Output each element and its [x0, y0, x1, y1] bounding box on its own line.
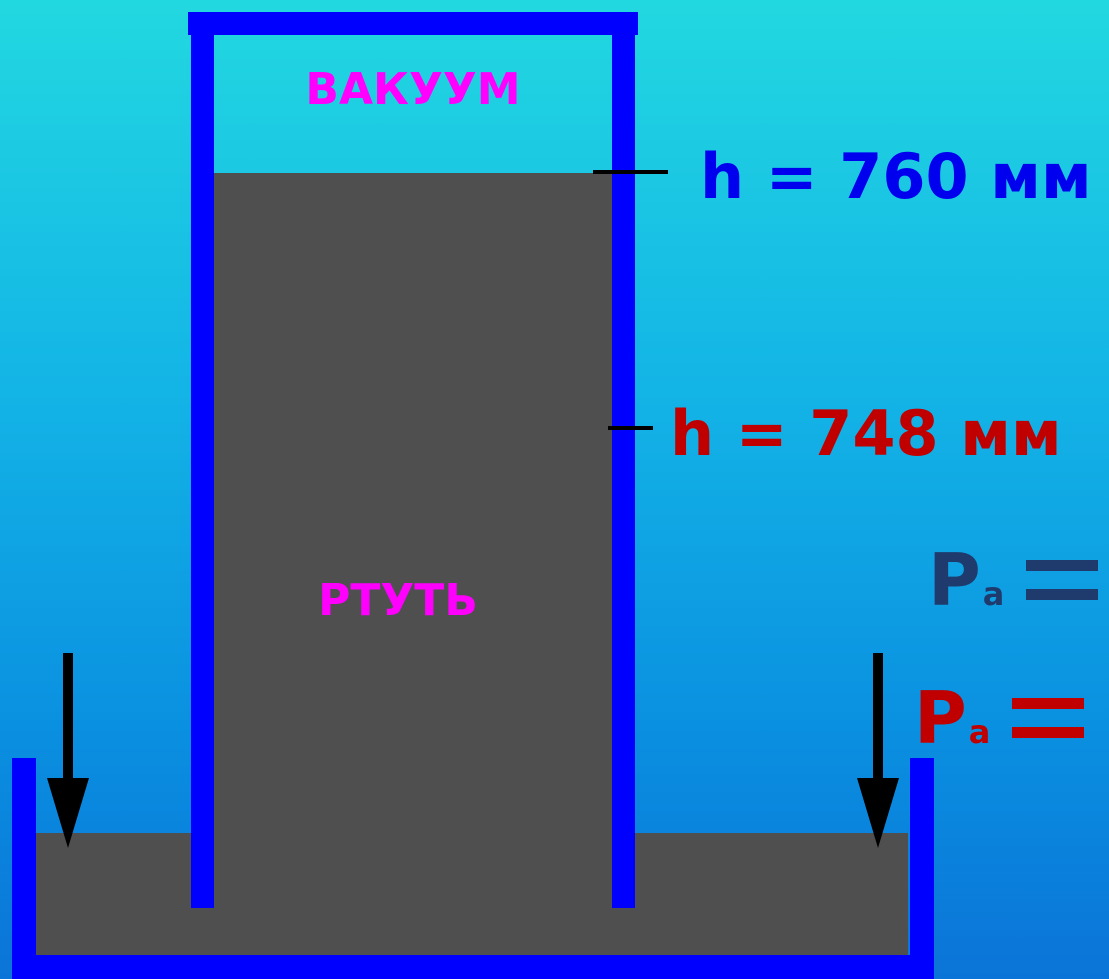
right-pressure-arrow-icon	[857, 653, 899, 848]
level-748-tick	[608, 426, 653, 430]
dish-bottom	[12, 955, 934, 979]
level-760-label: h = 760 мм	[700, 140, 1092, 213]
pressure-label-2: P a	[914, 676, 1085, 760]
left-pressure-arrow-icon	[47, 653, 89, 848]
pressure-subscript: a	[968, 713, 991, 751]
tube-top	[188, 12, 638, 35]
equals-sign-icon	[1012, 698, 1085, 738]
pressure-subscript: a	[982, 575, 1005, 613]
tube-mercury-column	[214, 173, 612, 955]
tube-left-wall	[191, 12, 214, 908]
level-760-tick	[593, 170, 668, 174]
tube-right-wall	[612, 12, 635, 908]
vacuum-label: ВАКУУМ	[305, 64, 521, 115]
dish-left-wall	[12, 758, 36, 979]
pressure-symbol: P	[914, 676, 967, 760]
pressure-symbol: P	[928, 538, 981, 622]
dish-right-wall	[910, 758, 934, 979]
level-748-label: h = 748 мм	[670, 397, 1062, 470]
mercury-label: РТУТЬ	[318, 575, 478, 626]
pressure-label-1: P a	[928, 538, 1099, 622]
equals-sign-icon	[1026, 560, 1099, 600]
